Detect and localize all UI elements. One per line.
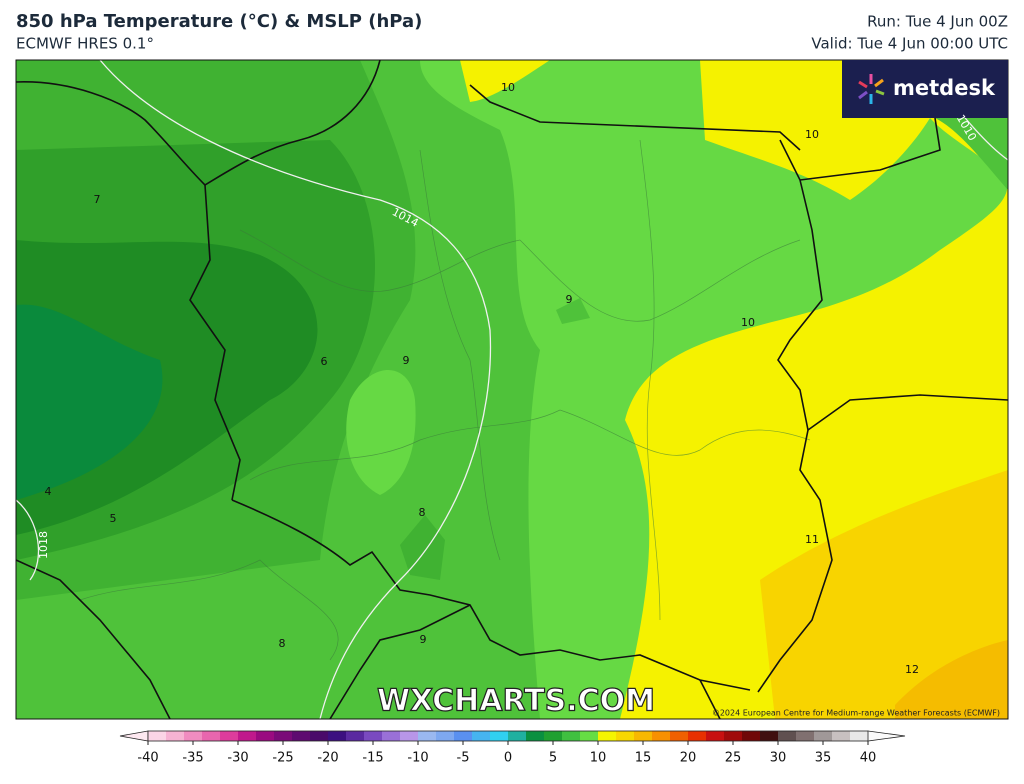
colorbar-segment <box>544 731 563 741</box>
colorbar-tick-label: 30 <box>770 751 787 766</box>
colorbar-segment <box>688 731 707 741</box>
temp-zone <box>935 118 1008 190</box>
colorbar-segment <box>382 731 401 741</box>
isotherm-label: 11 <box>805 533 819 546</box>
colorbar-segment <box>202 731 221 741</box>
colorbar-segment <box>652 731 671 741</box>
colorbar-segment <box>634 731 653 741</box>
colorbar-segment <box>238 731 257 741</box>
colorbar-extend-low <box>119 730 149 742</box>
regional-borders <box>79 139 811 661</box>
isotherm-label: 8 <box>419 506 426 519</box>
colorbar-segment <box>328 731 347 741</box>
isobar-label: 1018 <box>37 531 50 559</box>
isotherm-label: 8 <box>279 637 286 650</box>
colorbar-tick-label: 20 <box>680 751 697 766</box>
colorbar-tick-label: 10 <box>590 751 607 766</box>
map-frame <box>15 59 1009 720</box>
colorbar-segment <box>526 731 545 741</box>
temp-zone <box>556 298 590 324</box>
run-time: Run: Tue 4 Jun 00Z <box>867 13 1008 31</box>
colorbar-segment <box>166 731 185 741</box>
colorbar-segment <box>562 731 581 741</box>
temp-zone <box>460 60 550 102</box>
isotherm-label: 9 <box>566 293 573 306</box>
colorbar-tick-label: 15 <box>635 751 652 766</box>
colorbar-segment <box>796 731 815 741</box>
colorbar-tick-label: -30 <box>227 751 248 766</box>
isotherm-label: 4 <box>45 485 52 498</box>
isotherm-label: 6 <box>321 355 328 368</box>
colorbar-segment <box>778 731 797 741</box>
temp-zone <box>400 515 445 580</box>
colorbar-segment <box>472 731 491 741</box>
temp-zone <box>346 370 416 495</box>
colorbar-tick-label: 35 <box>815 751 832 766</box>
chart-title: 850 hPa Temperature (°C) & MSLP (hPa) <box>16 11 422 32</box>
colorbar-tick-label: -25 <box>272 751 293 766</box>
isotherm-label: 12 <box>905 663 919 676</box>
isotherm-label: 10 <box>741 316 755 329</box>
colorbar-segment <box>364 731 383 741</box>
isotherm-label: 9 <box>420 633 427 646</box>
copyright: ©2024 European Centre for Medium-range W… <box>712 709 1000 718</box>
isotherm-label: 9 <box>403 354 410 367</box>
colorbar-segment <box>508 731 527 741</box>
colorbar-segment <box>310 731 329 741</box>
colorbar-segment <box>256 731 275 741</box>
valid-time: Valid: Tue 4 Jun 00:00 UTC <box>811 35 1008 53</box>
map <box>16 60 1008 719</box>
colorbar-segment <box>436 731 455 741</box>
colorbar-tick-label: -40 <box>137 751 158 766</box>
colorbar-tick-label: 40 <box>860 751 877 766</box>
colorbar-segment <box>706 731 725 741</box>
colorbar-tick-label: -35 <box>182 751 203 766</box>
colorbar-segment <box>400 731 419 741</box>
colorbar-segment <box>292 731 311 741</box>
colorbar-segment <box>346 731 365 741</box>
colorbar-segment <box>490 731 509 741</box>
colorbar-segment <box>850 731 869 741</box>
colorbar-segment <box>598 731 617 741</box>
isotherm-label: 5 <box>110 512 117 525</box>
temp-zone <box>895 640 1008 719</box>
colorbar-tick-label: 5 <box>549 751 557 766</box>
logo-box <box>842 60 1008 118</box>
colorbar: -40 -35 -30 -25 -20 -15 -10 -5 0 5 10 15 20 25 30 35 40 <box>119 730 906 766</box>
colorbar-tick-label: -20 <box>317 751 338 766</box>
colorbar-tick-label: -15 <box>362 751 383 766</box>
isotherm-label: 10 <box>805 128 819 141</box>
logo-text: metdesk <box>893 76 996 100</box>
temp-zone <box>760 470 1008 719</box>
colorbar-tick-label: 0 <box>504 751 512 766</box>
colorbar-tick-label: 25 <box>725 751 742 766</box>
colorbar-segment <box>760 731 779 741</box>
colorbar-segment <box>616 731 635 741</box>
colorbar-tick-label: -5 <box>457 751 470 766</box>
colorbar-segment <box>580 731 599 741</box>
isotherm-label: 10 <box>501 81 515 94</box>
colorbar-segment <box>742 731 761 741</box>
colorbar-segment <box>184 731 203 741</box>
logo-icon <box>858 74 885 104</box>
model-name: ECMWF HRES 0.1° <box>16 35 154 53</box>
temp-zone <box>16 304 163 500</box>
colorbar-segment <box>724 731 743 741</box>
colorbar-segment <box>220 731 239 741</box>
colorbar-segment <box>832 731 851 741</box>
watermark: WXCHARTS.COM <box>377 684 655 719</box>
country-borders <box>16 60 1008 719</box>
isotherm-label: 7 <box>94 193 101 206</box>
colorbar-segment <box>670 731 689 741</box>
colorbar-segment <box>274 731 293 741</box>
colorbar-segment <box>148 731 167 741</box>
colorbar-segment <box>454 731 473 741</box>
colorbar-extend-high <box>867 730 906 742</box>
colorbar-segment <box>814 731 833 741</box>
colorbar-tick-label: -10 <box>407 751 428 766</box>
colorbar-segment <box>418 731 437 741</box>
